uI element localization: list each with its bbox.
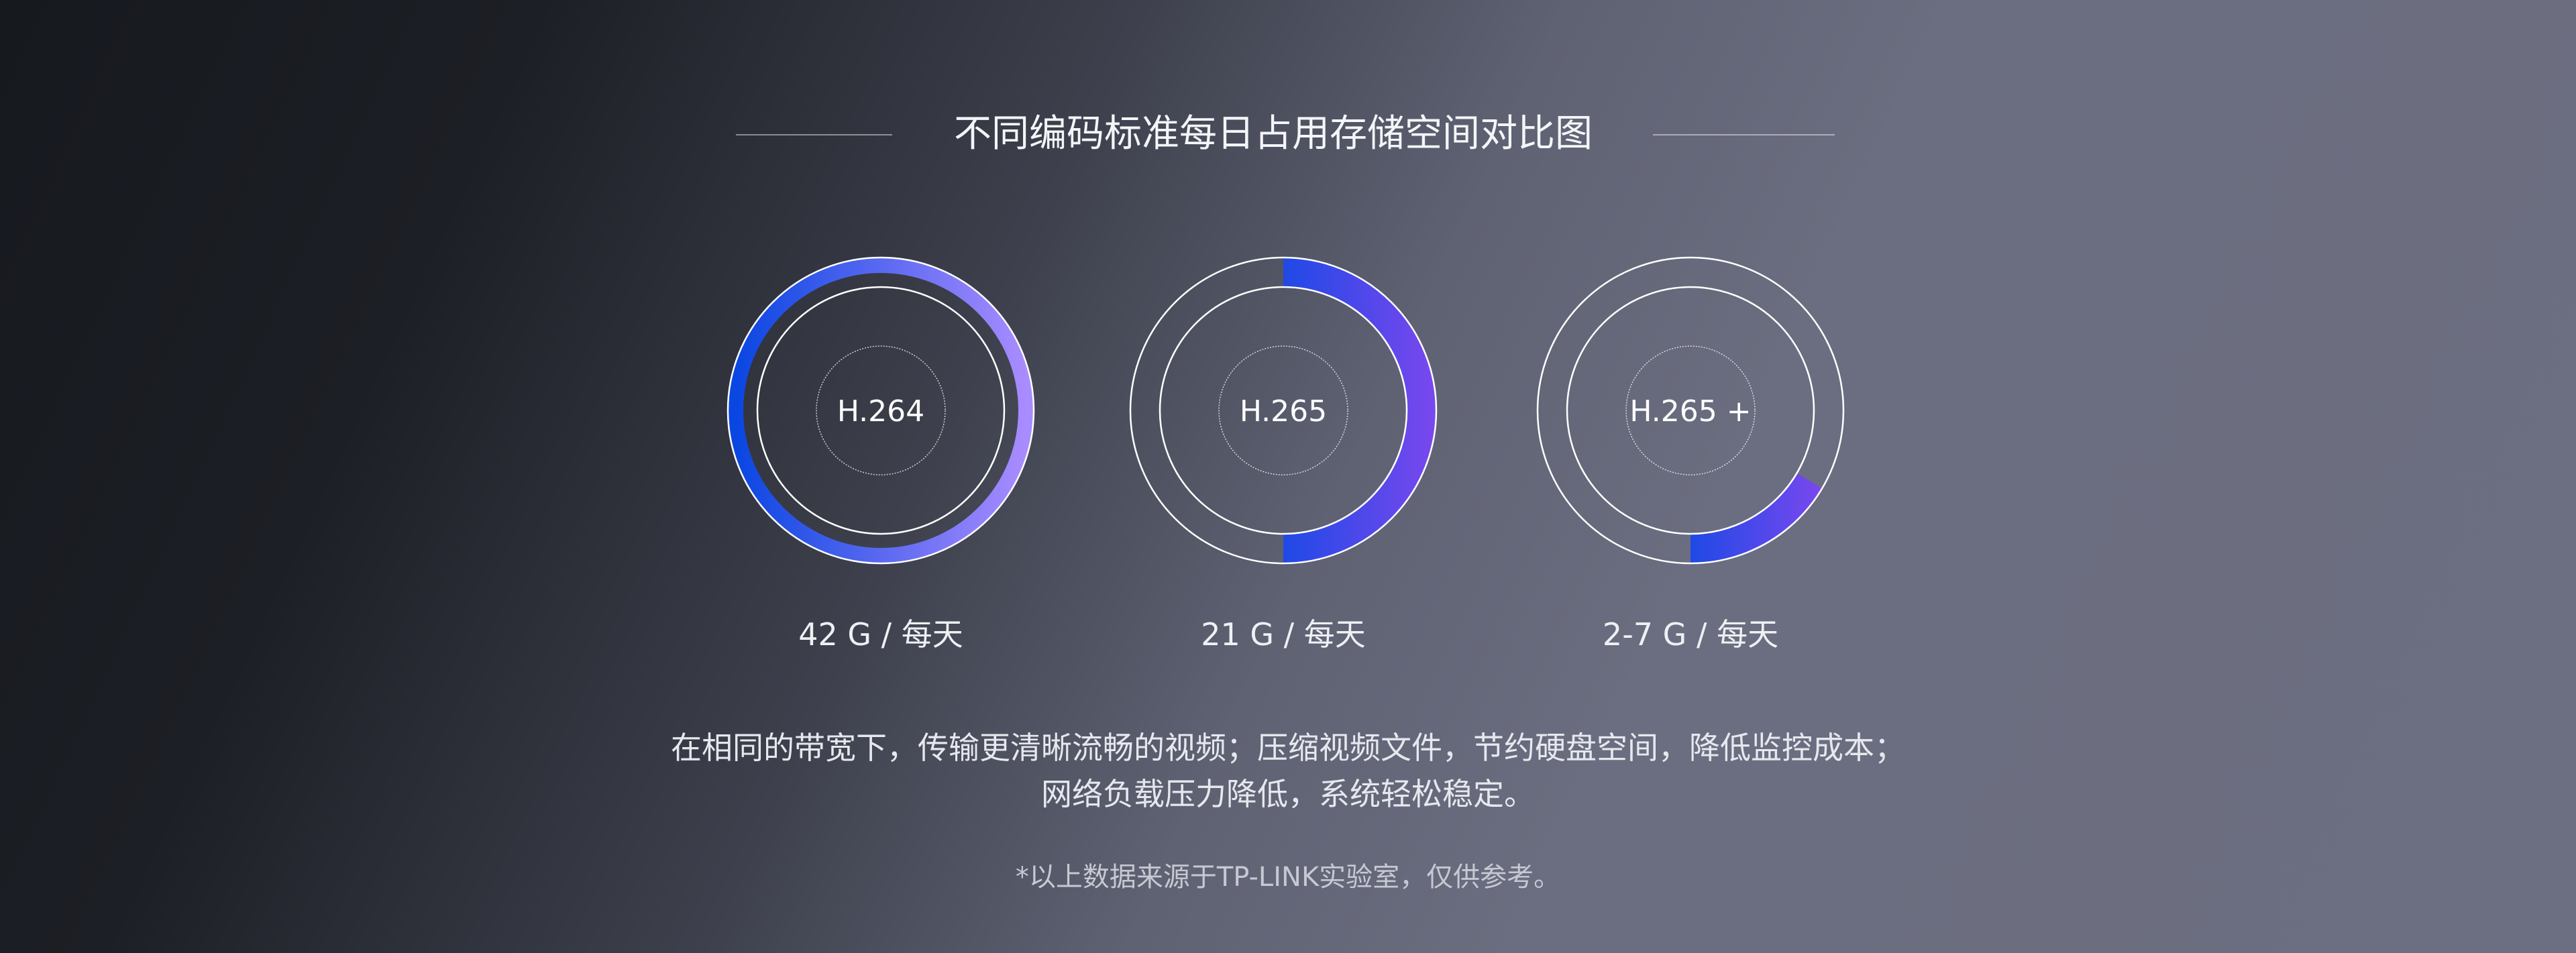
label-h265: 21 G / 每天 — [1201, 616, 1366, 653]
label-h265-plus: 2-7 G / 每天 — [1602, 616, 1779, 653]
ring-fill-h-264 — [729, 258, 1033, 563]
codec-name-h-264: H.264 — [837, 394, 924, 429]
codec-name-h-265: H.265 — [1240, 394, 1327, 429]
outer-ring-h-265 — [1536, 256, 1845, 565]
description-line-2: 网络负载压力降低，系统轻松稳定。 — [1041, 776, 1535, 812]
inner-dashed-ring-h-265 — [1218, 345, 1348, 475]
outer-ring-h-265 — [1129, 256, 1438, 565]
codec-name-h-265: H.265 + — [1629, 394, 1751, 429]
description-line-1: 在相同的带宽下，传输更清晰流畅的视频；压缩视频文件，节约硬盘空间，降低监控成本； — [671, 730, 1905, 766]
chart-title: 不同编码标准每日占用存储空间对比图 — [954, 112, 1593, 156]
ring-chart: H.264 H.265 H.265 + — [727, 256, 1845, 565]
title-divider-left — [736, 134, 892, 135]
title-divider-right — [1653, 134, 1835, 135]
inner-dashed-ring-h-264 — [816, 345, 946, 475]
footnote: *以上数据来源于TP-LINK实验室，仅供参考。 — [1015, 862, 1561, 893]
label-h264: 42 G / 每天 — [798, 616, 963, 653]
outer-ring-h-264 — [727, 256, 1035, 565]
middle-ring-h-264 — [756, 286, 1006, 535]
inner-dashed-ring-h-265 — [1625, 345, 1756, 475]
arc-fill-h-265 — [1283, 258, 1436, 563]
title-row: 不同编码标准每日占用存储空间对比图 — [0, 107, 2576, 161]
middle-ring-h-265 — [1159, 286, 1408, 535]
arc-fill-h-265 — [1690, 473, 1823, 563]
middle-ring-h-265 — [1566, 286, 1815, 535]
